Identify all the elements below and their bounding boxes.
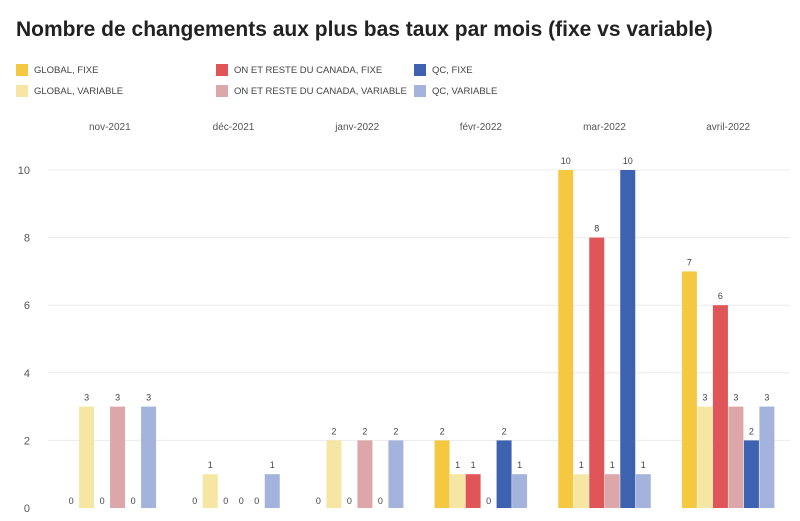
bar [512, 474, 528, 508]
data-label: 1 [471, 460, 476, 470]
data-label: 0 [131, 496, 136, 506]
x-category-label: févr-2022 [460, 122, 503, 133]
bar [357, 440, 373, 508]
data-label: 1 [455, 460, 460, 470]
data-label: 2 [362, 426, 367, 436]
legend-item[interactable]: ON ET RESTE DU CANADA, VARIABLE [216, 85, 407, 97]
legend-label: QC, VARIABLE [432, 85, 498, 97]
legend-swatch [216, 85, 228, 97]
bar [635, 474, 651, 508]
data-label: 1 [270, 460, 275, 470]
legend-item[interactable]: GLOBAL, FIXE [16, 64, 98, 76]
data-label: 2 [393, 426, 398, 436]
data-label: 1 [579, 460, 584, 470]
data-label: 3 [733, 393, 738, 403]
bar [450, 474, 466, 508]
legend-swatch [216, 64, 228, 76]
bar [434, 440, 450, 508]
data-label: 8 [594, 224, 599, 234]
x-category-label: mar-2022 [583, 122, 626, 133]
bar [573, 474, 589, 508]
legend-label: GLOBAL, FIXE [34, 64, 99, 76]
legend-swatch [414, 85, 426, 97]
bar [110, 406, 126, 508]
legend-swatch [16, 85, 28, 97]
data-label: 3 [764, 393, 769, 403]
bar [620, 170, 636, 508]
bar [326, 440, 342, 508]
data-label: 2 [749, 426, 754, 436]
data-label: 0 [223, 496, 228, 506]
x-category-label: nov-2021 [89, 122, 131, 133]
data-label: 7 [687, 257, 692, 267]
legend-item[interactable]: QC, VARIABLE [414, 85, 497, 97]
data-label: 2 [440, 426, 445, 436]
data-label: 1 [610, 460, 615, 470]
legend-swatch [414, 64, 426, 76]
bar [202, 474, 218, 508]
x-category-label: janv-2022 [334, 122, 379, 133]
bar [697, 406, 713, 508]
data-label: 1 [208, 460, 213, 470]
data-label: 0 [316, 496, 321, 506]
chart-title: Nombre de changements aux plus bas taux … [16, 18, 713, 41]
bar [264, 474, 280, 508]
data-label: 0 [486, 496, 491, 506]
data-label: 1 [641, 460, 646, 470]
bar [388, 440, 404, 508]
data-label: 3 [115, 393, 120, 403]
legend-item[interactable]: QC, FIXE [414, 64, 473, 76]
legend-item[interactable]: ON ET RESTE DU CANADA, FIXE [216, 64, 382, 76]
y-tick-label: 4 [24, 368, 30, 380]
bar [465, 474, 481, 508]
data-label: 0 [239, 496, 244, 506]
bar [589, 237, 605, 508]
data-label: 3 [84, 393, 89, 403]
data-label: 0 [192, 496, 197, 506]
data-label: 0 [69, 496, 74, 506]
bar [759, 406, 775, 508]
y-tick-label: 6 [24, 300, 30, 312]
data-label: 0 [378, 496, 383, 506]
bar [496, 440, 512, 508]
legend: GLOBAL, FIXE GLOBAL, VARIABLE ON ET RESTE … [16, 64, 776, 104]
legend-label: ON ET RESTE DU CANADA, FIXE [234, 64, 383, 76]
legend-item[interactable]: GLOBAL, VARIABLE [16, 85, 123, 97]
data-label: 10 [561, 156, 571, 166]
bar [728, 406, 744, 508]
data-label: 0 [254, 496, 259, 506]
bar [79, 406, 95, 508]
data-label: 0 [347, 496, 352, 506]
data-label: 3 [702, 393, 707, 403]
bar [681, 271, 697, 508]
bar [141, 406, 157, 508]
x-category-label: déc-2021 [213, 122, 255, 133]
data-label: 2 [502, 426, 507, 436]
data-label: 1 [517, 460, 522, 470]
bar [743, 440, 759, 508]
data-label: 6 [718, 291, 723, 301]
legend-label: ON ET RESTE DU CANADA, VARIABLE [234, 85, 407, 97]
data-label: 10 [623, 156, 633, 166]
bar [712, 305, 728, 508]
y-tick-label: 0 [24, 503, 30, 515]
x-category-label: avril-2022 [706, 122, 750, 133]
legend-label: QC, FIXE [432, 64, 473, 76]
data-label: 2 [331, 426, 336, 436]
data-label: 3 [146, 393, 151, 403]
bar [604, 474, 620, 508]
y-tick-label: 8 [24, 233, 30, 245]
y-tick-label: 10 [18, 165, 30, 177]
y-tick-label: 2 [24, 435, 30, 447]
data-label: 0 [100, 496, 105, 506]
legend-label: GLOBAL, VARIABLE [34, 85, 124, 97]
legend-swatch [16, 64, 28, 76]
bar [558, 170, 574, 508]
